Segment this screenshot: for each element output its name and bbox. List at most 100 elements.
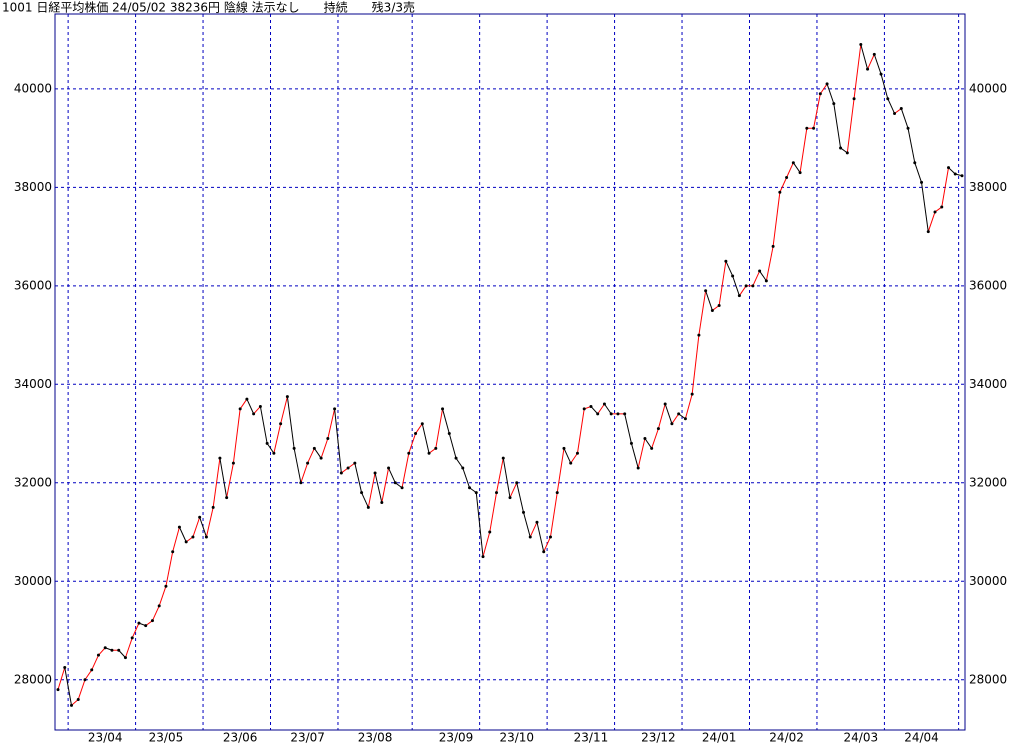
- price-point: [535, 520, 539, 524]
- price-point: [508, 496, 512, 500]
- price-point: [575, 451, 579, 455]
- price-point: [940, 205, 944, 209]
- price-segment: [165, 551, 174, 587]
- price-segment: [523, 512, 531, 538]
- price-segment: [462, 467, 470, 488]
- price-segment: [624, 413, 632, 444]
- price-segment: [253, 406, 261, 415]
- price-point: [393, 481, 397, 485]
- price-segment: [570, 452, 578, 464]
- price-point: [609, 412, 613, 416]
- price-segment: [786, 162, 794, 178]
- y-tick-label: 36000: [14, 278, 52, 292]
- price-point: [670, 422, 674, 426]
- price-segment: [415, 423, 423, 434]
- price-point: [123, 656, 127, 660]
- price-segment: [502, 458, 511, 498]
- price-point: [144, 624, 148, 628]
- price-point: [893, 111, 897, 115]
- price-segment: [307, 448, 315, 464]
- price-segment: [327, 408, 336, 439]
- price-point: [764, 279, 768, 283]
- price-point: [737, 294, 741, 298]
- x-tick-label: 23/08: [358, 731, 393, 745]
- price-point: [839, 146, 843, 150]
- x-tick-label: 23/12: [641, 731, 676, 745]
- price-point: [926, 230, 930, 234]
- price-point: [279, 422, 283, 426]
- price-segment: [367, 472, 376, 508]
- y-tick-label-right: 34000: [969, 377, 1007, 391]
- price-segment: [334, 408, 342, 474]
- price-point: [825, 82, 829, 86]
- price-point: [76, 697, 80, 701]
- price-segment: [77, 679, 86, 700]
- price-point: [791, 161, 795, 165]
- price-point: [596, 412, 600, 416]
- price-point: [420, 422, 424, 426]
- price-point: [677, 412, 681, 416]
- price-point: [454, 456, 458, 460]
- price-point: [812, 126, 816, 130]
- price-segment: [64, 667, 72, 706]
- price-point: [710, 308, 714, 312]
- price-point: [434, 446, 438, 450]
- price-segment: [684, 394, 693, 419]
- price-segment: [792, 162, 801, 173]
- price-point: [744, 284, 748, 288]
- price-point: [495, 491, 499, 495]
- y-tick-label: 30000: [14, 574, 52, 588]
- price-segment: [819, 83, 828, 95]
- price-segment: [320, 438, 329, 459]
- price-point: [265, 441, 269, 445]
- price-segment: [226, 463, 234, 498]
- price-point: [56, 688, 60, 692]
- price-point: [724, 259, 728, 263]
- price-point: [319, 456, 323, 460]
- price-segment: [779, 177, 788, 193]
- price-segment: [529, 521, 538, 538]
- price-point: [650, 446, 654, 450]
- y-tick-label-right: 32000: [969, 475, 1007, 489]
- price-point: [879, 72, 883, 76]
- price-segment: [313, 448, 322, 459]
- price-point: [312, 446, 316, 450]
- y-tick-label: 34000: [14, 377, 52, 391]
- price-point: [198, 515, 202, 519]
- price-segment: [266, 443, 275, 454]
- price-point: [117, 648, 121, 652]
- price-segment: [914, 162, 922, 183]
- price-segment: [516, 482, 524, 513]
- price-segment: [563, 448, 572, 464]
- price-point: [886, 97, 890, 101]
- price-point: [717, 304, 721, 308]
- price-point: [272, 451, 276, 455]
- price-segment: [765, 246, 774, 281]
- price-segment: [705, 290, 713, 311]
- price-segment: [509, 482, 518, 498]
- price-point: [441, 407, 445, 411]
- price-point: [697, 333, 701, 337]
- y-tick-label-right: 28000: [969, 672, 1007, 686]
- price-point: [427, 451, 431, 455]
- price-point: [245, 397, 249, 401]
- price-segment: [300, 462, 309, 483]
- price-point: [211, 505, 215, 509]
- price-segment: [738, 285, 747, 296]
- price-segment: [381, 467, 390, 503]
- price-point: [771, 244, 775, 248]
- price-segment: [718, 261, 727, 306]
- price-point: [468, 486, 472, 490]
- price-point: [380, 500, 384, 504]
- price-point: [366, 505, 370, 509]
- price-segment: [630, 443, 639, 469]
- price-point: [548, 535, 552, 539]
- price-point: [845, 151, 849, 155]
- price-point: [252, 412, 256, 416]
- price-segment: [536, 522, 545, 552]
- x-tick-label: 24/02: [769, 731, 804, 745]
- price-segment: [657, 403, 666, 429]
- x-tick-label: 23/06: [223, 731, 258, 745]
- price-point: [346, 466, 350, 470]
